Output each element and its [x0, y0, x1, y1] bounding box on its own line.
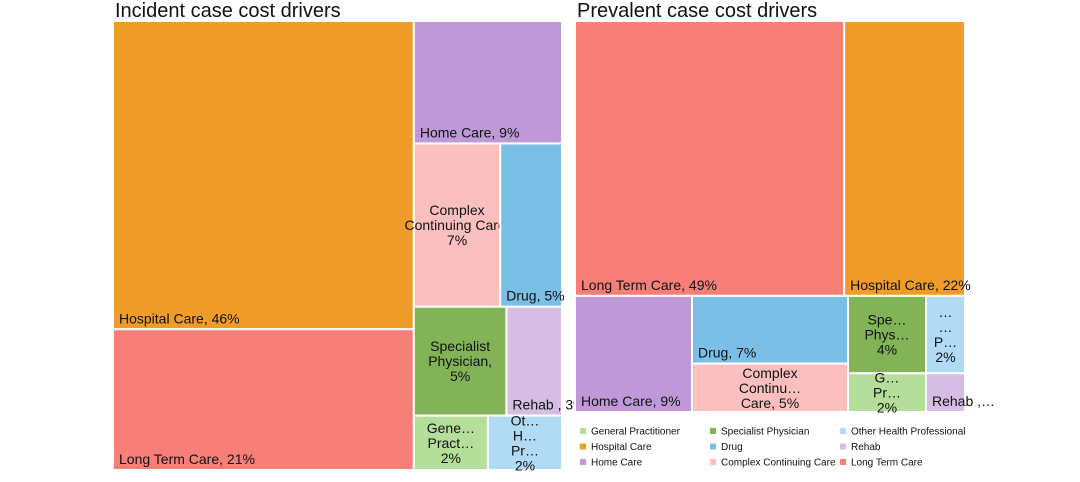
tile-label: Continu… — [739, 380, 801, 396]
tile-rect — [574, 20, 846, 297]
tile-label: Hospital Care, 22% — [850, 277, 971, 293]
tile-label: 2% — [441, 450, 461, 466]
tile-rect — [112, 328, 415, 471]
tile: Long Term Care, 49% — [574, 20, 846, 297]
tile-label: 4% — [877, 342, 897, 358]
tile: Home Care, 9% — [412, 20, 563, 145]
legend-swatch — [580, 443, 586, 450]
tile-label: 2% — [515, 457, 535, 473]
tile-rect — [505, 305, 563, 417]
legend: General Practitioner Specialist Physician… — [580, 427, 966, 469]
tile-rect — [691, 294, 849, 365]
tile-rect — [412, 142, 502, 308]
tile-label: Long Term Care, 49% — [581, 277, 717, 293]
tile-label: Care, 5% — [741, 395, 799, 411]
tile-label: Rehab ,… — [932, 393, 995, 409]
tile-label: Ot… — [511, 412, 540, 428]
legend-swatch — [580, 428, 586, 434]
tile-label: Specialist — [430, 338, 490, 354]
legend-swatch — [710, 443, 716, 450]
tile-rect — [412, 305, 508, 417]
tile-label: Long Term Care, 21% — [119, 451, 255, 467]
tile-label: Pr… — [511, 442, 539, 458]
tile: Ot…H…Pr…2% — [486, 412, 564, 473]
tile: Long Term Care, 21% — [112, 328, 415, 471]
legend-swatch — [840, 459, 846, 465]
legend-swatch — [840, 428, 846, 434]
tile-label: Gene… — [427, 420, 475, 436]
tile-label: Pr… — [873, 385, 901, 401]
legend-label: Specialist Physician — [721, 427, 809, 438]
legend-label: Complex Continuing Care — [721, 458, 836, 469]
tile-label: 7% — [447, 232, 467, 248]
tile: Rehab ,… — [925, 372, 995, 414]
tile: ……P…2% — [925, 294, 966, 375]
tile-rect — [486, 414, 564, 471]
tile-label: G… — [875, 370, 900, 386]
tile-label: Drug, 5% — [506, 288, 564, 304]
tile-label: 2% — [877, 400, 897, 416]
legend-swatch — [710, 459, 716, 465]
legend-swatch — [580, 459, 586, 465]
tile-rect — [112, 20, 415, 331]
tile-label: P… — [934, 334, 957, 350]
tile-rect — [691, 362, 849, 414]
tile-label: 2% — [935, 349, 955, 365]
tile: Drug, 7% — [691, 294, 849, 365]
tile-label: … — [939, 304, 953, 320]
tile-rect — [412, 20, 563, 145]
tile: Hospital Care, 46% — [112, 20, 415, 331]
tile-label: Phys… — [864, 327, 909, 343]
legend-label: Drug — [721, 442, 743, 453]
tile: Rehab , 3% — [505, 305, 586, 417]
chart-title: Prevalent case cost drivers — [577, 0, 817, 22]
tile-label: Hospital Care, 46% — [119, 310, 240, 326]
tile-label: Rehab , 3% — [512, 397, 585, 413]
tile-label: Complex — [429, 202, 484, 218]
legend-label: Other Health Professional — [851, 427, 966, 438]
tile-label: Spe… — [868, 312, 907, 328]
legend-swatch — [840, 443, 846, 450]
tile-label: Physician, — [428, 353, 492, 369]
tile-rect — [925, 372, 966, 414]
tile-label: Pract… — [428, 435, 475, 451]
tile-rect — [574, 294, 693, 413]
legend-label: Rehab — [851, 442, 881, 453]
tile-rect — [499, 142, 564, 308]
tile-rect — [412, 414, 489, 471]
chart-title: Incident case cost drivers — [115, 0, 341, 22]
tile: Home Care, 9% — [574, 294, 693, 413]
tile-label: Continuing Care, — [405, 217, 510, 233]
tile-rect — [843, 20, 966, 297]
tile-label: Home Care, 9% — [581, 393, 681, 409]
tile-label: 5% — [450, 368, 470, 384]
tile: G…Pr…2% — [847, 370, 927, 416]
legend-label: Home Care — [591, 458, 643, 469]
tile: Hospital Care, 22% — [843, 20, 971, 297]
legend-label: Long Term Care — [851, 458, 923, 469]
tile-label: Complex — [742, 365, 797, 381]
legend-label: General Practitioner — [591, 427, 681, 438]
tile-label: Home Care, 9% — [420, 124, 520, 140]
legend-label: Hospital Care — [591, 442, 652, 453]
tile: Spe…Phys…4% — [847, 294, 927, 375]
legend-swatch — [710, 428, 716, 434]
tile-label: H… — [513, 427, 537, 443]
tile-rect — [847, 372, 927, 414]
tile-label: … — [939, 319, 953, 335]
tile-label: Drug, 7% — [698, 345, 756, 361]
tile: Drug, 5% — [499, 142, 565, 308]
tile: Gene…Pract…2% — [412, 414, 489, 471]
